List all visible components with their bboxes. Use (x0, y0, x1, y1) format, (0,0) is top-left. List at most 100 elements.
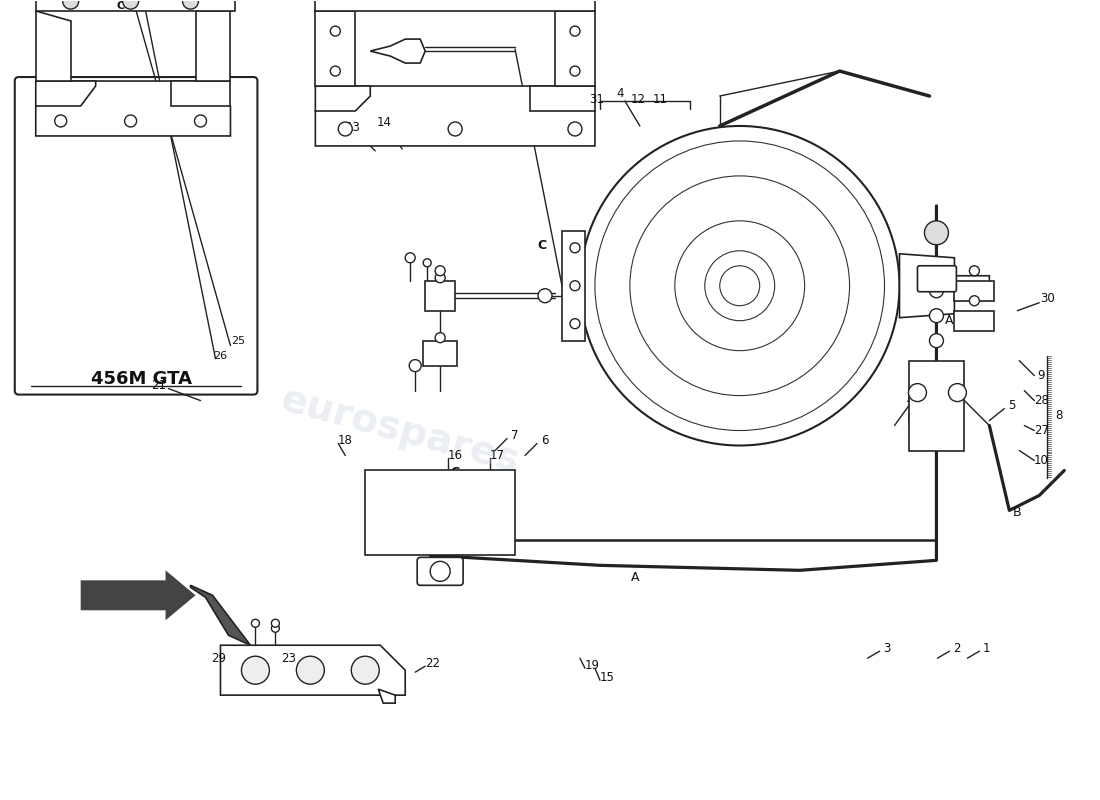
Circle shape (719, 266, 760, 306)
Polygon shape (371, 39, 426, 63)
Polygon shape (190, 586, 251, 646)
Text: 1: 1 (982, 642, 990, 654)
Polygon shape (556, 11, 595, 86)
Circle shape (570, 281, 580, 290)
Text: 7: 7 (512, 429, 519, 442)
Circle shape (330, 26, 340, 36)
Text: 16: 16 (448, 449, 463, 462)
Circle shape (339, 122, 352, 136)
Polygon shape (220, 646, 405, 695)
Circle shape (436, 333, 446, 342)
Circle shape (122, 0, 139, 9)
Circle shape (930, 309, 944, 322)
Text: 3: 3 (883, 642, 890, 654)
Polygon shape (35, 81, 231, 136)
Circle shape (195, 115, 207, 127)
Text: 31: 31 (590, 93, 604, 106)
Text: eurospares: eurospares (277, 381, 524, 481)
Text: 26: 26 (213, 350, 228, 361)
Text: 18: 18 (338, 434, 353, 447)
Circle shape (580, 126, 900, 446)
Text: 22: 22 (425, 657, 440, 670)
Circle shape (570, 66, 580, 76)
Circle shape (924, 221, 948, 245)
Circle shape (909, 383, 926, 402)
FancyBboxPatch shape (365, 470, 515, 555)
Text: 19: 19 (584, 658, 600, 672)
Text: 11: 11 (652, 93, 668, 106)
Polygon shape (378, 689, 395, 703)
Text: C: C (538, 239, 547, 252)
Text: B: B (908, 412, 916, 425)
FancyBboxPatch shape (955, 281, 994, 301)
Circle shape (409, 360, 421, 372)
Text: 27: 27 (1034, 424, 1048, 437)
Text: 5: 5 (1008, 399, 1015, 412)
Polygon shape (562, 231, 585, 341)
Text: 29: 29 (211, 652, 226, 665)
Circle shape (424, 258, 431, 266)
Text: 28: 28 (1034, 394, 1048, 407)
Circle shape (570, 26, 580, 36)
Circle shape (448, 122, 462, 136)
Text: B: B (945, 296, 954, 310)
Text: 8: 8 (1056, 409, 1063, 422)
Circle shape (630, 176, 849, 395)
Polygon shape (316, 0, 595, 11)
Text: A: A (945, 314, 954, 327)
Text: 9: 9 (1037, 369, 1045, 382)
Circle shape (568, 122, 582, 136)
Polygon shape (316, 11, 355, 86)
Polygon shape (316, 86, 595, 146)
Text: C: C (451, 466, 460, 479)
Text: 17: 17 (490, 449, 505, 462)
Circle shape (296, 656, 324, 684)
Circle shape (436, 266, 446, 276)
Circle shape (405, 253, 415, 262)
FancyBboxPatch shape (955, 310, 994, 330)
Polygon shape (530, 86, 595, 111)
Circle shape (63, 0, 79, 9)
Polygon shape (170, 81, 231, 106)
Polygon shape (35, 11, 70, 81)
Circle shape (948, 383, 967, 402)
Circle shape (969, 296, 979, 306)
Circle shape (351, 656, 380, 684)
Circle shape (430, 562, 450, 582)
Text: 456M GTA: 456M GTA (90, 370, 191, 388)
Circle shape (436, 273, 446, 282)
FancyBboxPatch shape (14, 77, 257, 394)
Circle shape (930, 334, 944, 348)
Text: 6: 6 (541, 434, 549, 447)
Circle shape (570, 243, 580, 253)
Text: A: A (630, 571, 639, 584)
Circle shape (272, 619, 279, 627)
Circle shape (183, 0, 198, 9)
Polygon shape (80, 570, 196, 620)
Text: eurospares: eurospares (586, 210, 834, 311)
Circle shape (538, 289, 552, 302)
Circle shape (124, 115, 136, 127)
Text: 21: 21 (151, 379, 166, 392)
Text: C: C (117, 1, 124, 11)
Text: 16: 16 (432, 544, 448, 557)
Text: 4: 4 (616, 86, 624, 99)
Circle shape (570, 318, 580, 329)
Circle shape (674, 221, 804, 350)
Text: 25: 25 (231, 336, 245, 346)
Text: 24: 24 (251, 657, 266, 670)
Polygon shape (426, 281, 455, 310)
FancyBboxPatch shape (917, 266, 956, 292)
Text: 14: 14 (376, 117, 392, 130)
Circle shape (272, 624, 279, 632)
Text: 12: 12 (630, 93, 646, 106)
Text: 20: 20 (415, 529, 430, 542)
Circle shape (930, 284, 944, 298)
Circle shape (705, 250, 774, 321)
Polygon shape (316, 86, 371, 111)
FancyBboxPatch shape (910, 361, 965, 450)
Polygon shape (35, 0, 235, 11)
Text: B: B (1013, 506, 1022, 519)
Polygon shape (900, 254, 989, 318)
Circle shape (330, 66, 340, 76)
